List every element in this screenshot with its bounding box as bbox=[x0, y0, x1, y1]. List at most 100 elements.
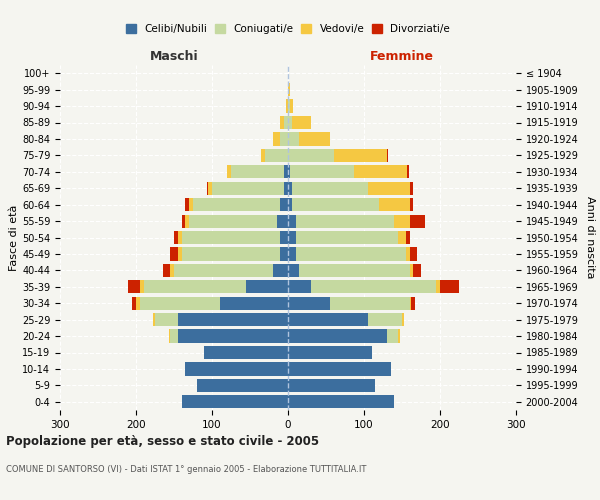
Bar bbox=[170, 248, 178, 260]
Bar bbox=[379, 198, 410, 211]
Bar bbox=[284, 116, 288, 129]
Bar bbox=[185, 362, 288, 376]
Bar bbox=[436, 280, 440, 293]
Bar bbox=[189, 214, 277, 228]
Bar bbox=[205, 346, 288, 359]
Bar bbox=[206, 182, 208, 195]
Bar bbox=[296, 248, 406, 260]
Bar bbox=[185, 214, 189, 228]
Bar bbox=[208, 182, 212, 195]
Bar bbox=[273, 132, 280, 145]
Bar bbox=[197, 379, 288, 392]
Bar bbox=[288, 379, 376, 392]
Bar bbox=[277, 214, 288, 228]
Bar bbox=[288, 182, 292, 195]
Legend: Celibi/Nubili, Coniugati/e, Vedovi/e, Divorziati/e: Celibi/Nubili, Coniugati/e, Vedovi/e, Di… bbox=[124, 22, 452, 36]
Bar bbox=[288, 280, 311, 293]
Bar bbox=[288, 100, 290, 112]
Bar bbox=[288, 132, 299, 145]
Bar bbox=[398, 330, 400, 342]
Bar bbox=[296, 214, 394, 228]
Bar bbox=[280, 248, 288, 260]
Bar bbox=[286, 100, 288, 112]
Bar bbox=[288, 198, 292, 211]
Bar bbox=[406, 231, 410, 244]
Bar bbox=[288, 149, 334, 162]
Bar bbox=[299, 132, 330, 145]
Bar bbox=[174, 231, 178, 244]
Bar bbox=[368, 313, 402, 326]
Bar bbox=[280, 198, 288, 211]
Bar bbox=[132, 296, 136, 310]
Bar bbox=[178, 330, 288, 342]
Bar bbox=[311, 280, 436, 293]
Bar bbox=[387, 149, 388, 162]
Bar bbox=[136, 296, 140, 310]
Bar bbox=[299, 264, 410, 277]
Bar bbox=[178, 313, 288, 326]
Bar bbox=[212, 182, 284, 195]
Bar bbox=[189, 198, 193, 211]
Bar bbox=[288, 395, 394, 408]
Bar bbox=[398, 231, 406, 244]
Bar bbox=[288, 248, 296, 260]
Bar bbox=[410, 214, 425, 228]
Bar bbox=[292, 198, 379, 211]
Bar bbox=[292, 182, 368, 195]
Text: Maschi: Maschi bbox=[149, 50, 199, 62]
Bar bbox=[170, 330, 178, 342]
Bar bbox=[410, 264, 413, 277]
Bar bbox=[154, 313, 155, 326]
Bar bbox=[410, 296, 411, 310]
Bar bbox=[284, 182, 288, 195]
Bar bbox=[440, 280, 459, 293]
Bar bbox=[330, 296, 410, 310]
Bar bbox=[128, 280, 140, 293]
Bar bbox=[280, 231, 288, 244]
Bar bbox=[182, 248, 280, 260]
Bar bbox=[406, 248, 410, 260]
Bar bbox=[387, 330, 398, 342]
Bar bbox=[288, 231, 296, 244]
Bar bbox=[288, 296, 330, 310]
Bar bbox=[140, 280, 143, 293]
Bar bbox=[334, 149, 387, 162]
Bar bbox=[280, 116, 284, 129]
Text: Femmine: Femmine bbox=[370, 50, 434, 62]
Bar bbox=[410, 248, 417, 260]
Bar bbox=[227, 165, 231, 178]
Bar bbox=[290, 100, 293, 112]
Bar bbox=[273, 264, 288, 277]
Bar bbox=[262, 149, 265, 162]
Bar bbox=[140, 296, 220, 310]
Bar bbox=[394, 214, 410, 228]
Bar bbox=[284, 165, 288, 178]
Bar bbox=[407, 165, 409, 178]
Bar bbox=[288, 313, 368, 326]
Bar bbox=[296, 231, 398, 244]
Bar bbox=[410, 198, 413, 211]
Bar bbox=[288, 264, 299, 277]
Bar bbox=[174, 264, 273, 277]
Bar bbox=[193, 198, 280, 211]
Bar bbox=[231, 165, 284, 178]
Bar bbox=[402, 313, 404, 326]
Bar bbox=[288, 214, 296, 228]
Bar bbox=[182, 231, 280, 244]
Y-axis label: Fasce di età: Fasce di età bbox=[9, 204, 19, 270]
Bar bbox=[155, 313, 178, 326]
Text: COMUNE DI SANTORSO (VI) - Dati ISTAT 1° gennaio 2005 - Elaborazione TUTTITALIA.I: COMUNE DI SANTORSO (VI) - Dati ISTAT 1° … bbox=[6, 465, 367, 474]
Bar bbox=[169, 330, 170, 342]
Bar bbox=[220, 296, 288, 310]
Bar bbox=[182, 214, 185, 228]
Bar bbox=[246, 280, 288, 293]
Bar bbox=[290, 165, 354, 178]
Bar bbox=[170, 264, 174, 277]
Bar bbox=[182, 395, 288, 408]
Bar bbox=[265, 149, 288, 162]
Bar bbox=[288, 346, 371, 359]
Bar bbox=[185, 198, 189, 211]
Bar bbox=[288, 165, 290, 178]
Bar bbox=[143, 280, 246, 293]
Bar bbox=[288, 362, 391, 376]
